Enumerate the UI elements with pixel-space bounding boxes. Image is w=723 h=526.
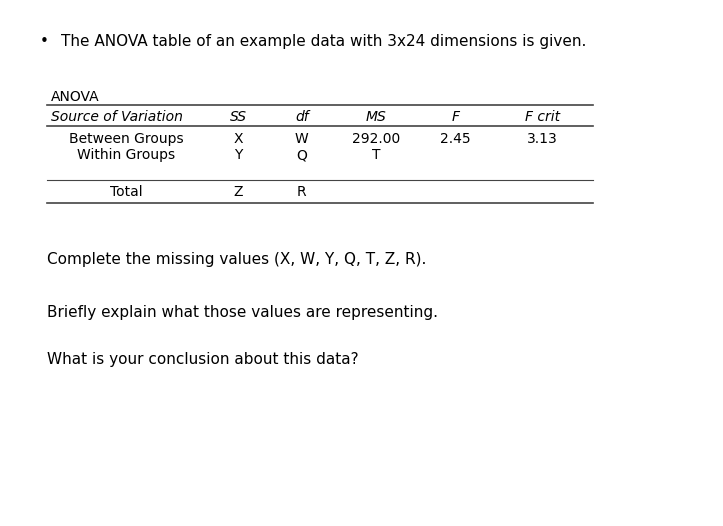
Text: 3.13: 3.13 xyxy=(527,133,557,146)
Text: Within Groups: Within Groups xyxy=(77,148,176,162)
Text: Complete the missing values (X, W, Y, Q, T, Z, R).: Complete the missing values (X, W, Y, Q,… xyxy=(47,252,427,268)
Text: F crit: F crit xyxy=(525,110,560,124)
Text: W: W xyxy=(295,133,309,146)
Text: Source of Variation: Source of Variation xyxy=(51,110,182,124)
Text: SS: SS xyxy=(230,110,247,124)
Text: Between Groups: Between Groups xyxy=(69,133,184,146)
Text: df: df xyxy=(295,110,309,124)
Text: R: R xyxy=(297,185,307,199)
Text: Total: Total xyxy=(110,185,143,199)
Text: •: • xyxy=(40,34,48,49)
Text: Z: Z xyxy=(234,185,244,199)
Text: Q: Q xyxy=(296,148,307,162)
Text: Briefly explain what those values are representing.: Briefly explain what those values are re… xyxy=(47,305,438,320)
Text: ANOVA: ANOVA xyxy=(51,90,99,104)
Text: The ANOVA table of an example data with 3x24 dimensions is given.: The ANOVA table of an example data with … xyxy=(61,34,587,49)
Text: 292.00: 292.00 xyxy=(352,133,400,146)
Text: Y: Y xyxy=(234,148,243,162)
Text: X: X xyxy=(234,133,244,146)
Text: T: T xyxy=(372,148,380,162)
Text: What is your conclusion about this data?: What is your conclusion about this data? xyxy=(47,352,359,368)
Text: MS: MS xyxy=(366,110,386,124)
Text: F: F xyxy=(451,110,460,124)
Text: 2.45: 2.45 xyxy=(440,133,471,146)
